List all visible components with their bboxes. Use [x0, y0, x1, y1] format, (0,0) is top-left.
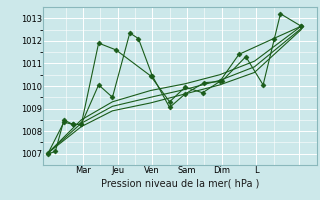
X-axis label: Pression niveau de la mer( hPa ): Pression niveau de la mer( hPa ) — [101, 178, 259, 188]
